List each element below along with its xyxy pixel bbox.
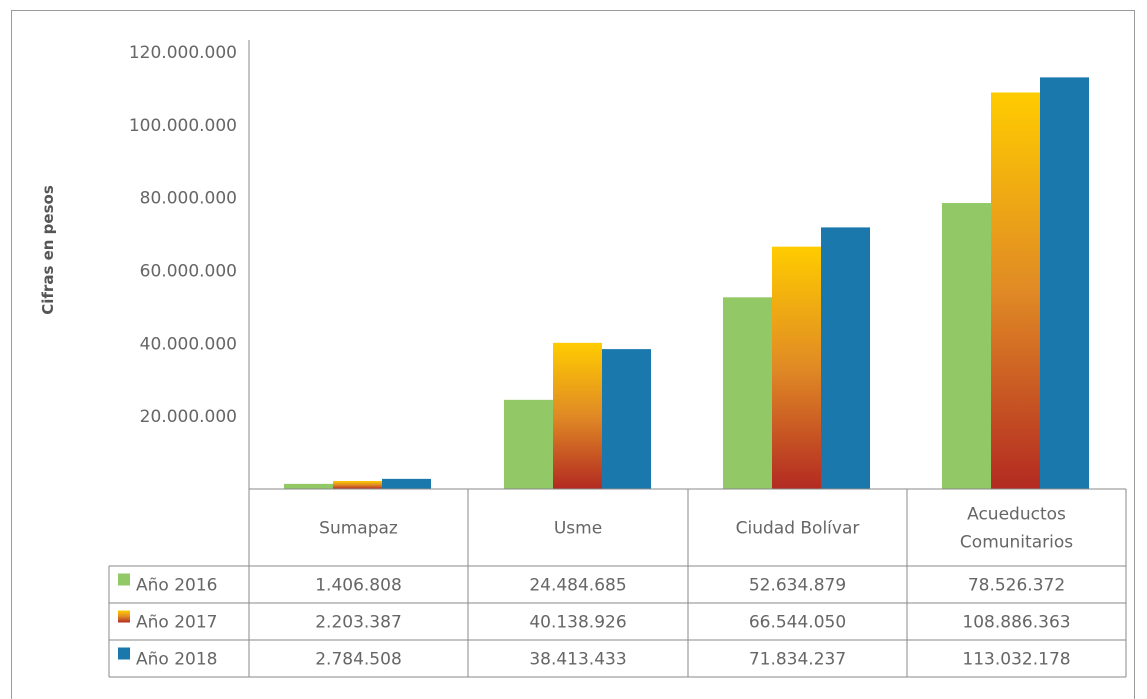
category-label: Ciudad Bolívar xyxy=(736,519,860,539)
y-tick-label: 80.000.000 xyxy=(140,189,237,209)
category-label: Usme xyxy=(554,519,602,539)
bar-año-2016-0 xyxy=(284,483,333,489)
y-axis-label: Cifras en pesos xyxy=(39,185,57,315)
bar-año-2016-3 xyxy=(942,203,991,489)
bar-año-2016-1 xyxy=(504,399,553,489)
bar-año-2018-0 xyxy=(382,478,431,489)
y-tick-label: 60.000.000 xyxy=(140,262,237,282)
data-cell: 38.413.433 xyxy=(529,650,626,670)
legend-label: Año 2018 xyxy=(136,650,217,670)
category-label: Acueductos xyxy=(967,505,1066,525)
bar-año-2017-0 xyxy=(333,480,382,489)
legend-label: Año 2017 xyxy=(136,613,217,633)
bar-año-2016-2 xyxy=(723,297,772,489)
data-cell: 52.634.879 xyxy=(749,576,846,596)
category-label: Comunitarios xyxy=(960,533,1073,553)
data-cell: 108.886.363 xyxy=(962,613,1070,633)
data-cell: 40.138.926 xyxy=(529,613,626,633)
chart-frame xyxy=(11,10,1135,699)
bar-año-2018-3 xyxy=(1040,77,1089,490)
bar-año-2018-1 xyxy=(602,349,651,489)
legend-key xyxy=(118,610,130,623)
bar-año-2018-2 xyxy=(821,227,870,489)
legend-key xyxy=(118,573,130,586)
bar-año-2017-3 xyxy=(991,92,1040,489)
data-cell: 78.526.372 xyxy=(968,576,1065,596)
y-tick-label: 100.000.000 xyxy=(129,116,237,136)
data-cell: 24.484.685 xyxy=(529,576,626,596)
bar-año-2017-1 xyxy=(553,342,602,489)
bar-año-2017-2 xyxy=(772,246,821,489)
y-tick-label: 120.000.000 xyxy=(129,43,237,63)
legend-key xyxy=(118,647,130,660)
y-tick-label: 20.000.000 xyxy=(140,407,237,427)
data-cell: 2.784.508 xyxy=(315,650,402,670)
data-cell: 66.544.050 xyxy=(749,613,846,633)
legend-label: Año 2016 xyxy=(136,576,217,596)
data-cell: 2.203.387 xyxy=(315,613,402,633)
data-cell: 1.406.808 xyxy=(315,576,402,596)
data-cell: 71.834.237 xyxy=(749,650,846,670)
y-tick-label: 40.000.000 xyxy=(140,334,237,354)
data-cell: 113.032.178 xyxy=(962,650,1070,670)
category-label: Sumapaz xyxy=(319,519,398,539)
